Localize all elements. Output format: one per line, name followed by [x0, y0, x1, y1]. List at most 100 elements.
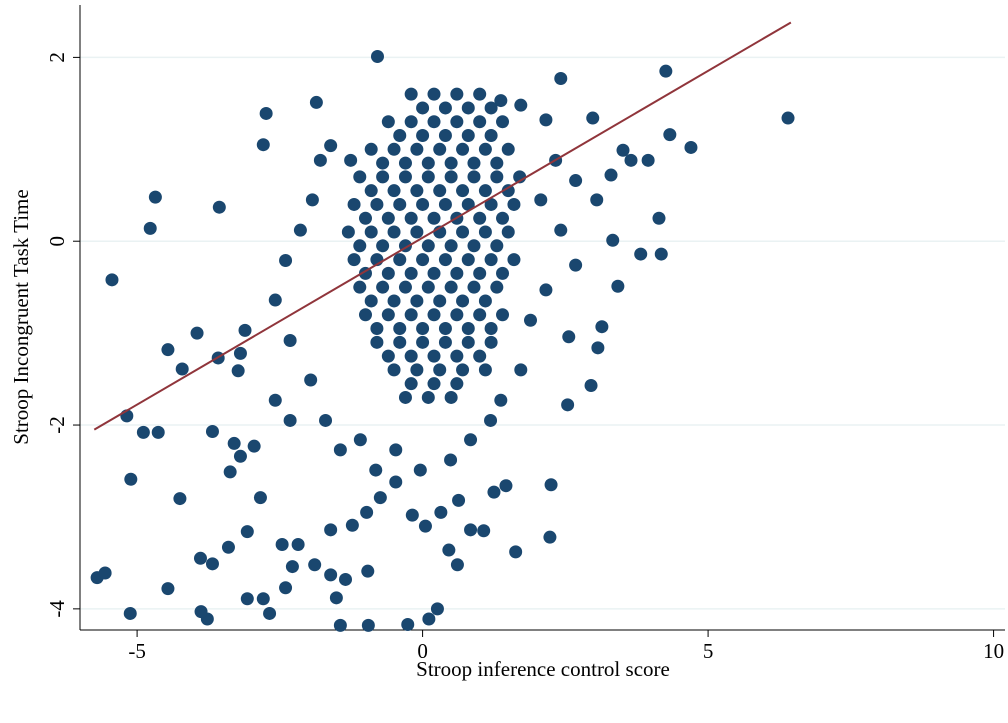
point	[539, 283, 553, 297]
point	[484, 322, 498, 336]
point	[461, 101, 475, 115]
point	[313, 153, 327, 167]
point	[376, 239, 390, 253]
point	[404, 308, 418, 322]
point	[561, 398, 575, 412]
point	[339, 572, 353, 586]
point	[291, 538, 305, 552]
point	[569, 174, 583, 188]
point	[376, 170, 390, 184]
point	[562, 330, 576, 344]
y-tick-label: -2	[45, 416, 69, 434]
point	[240, 592, 254, 606]
y-tick-label: 2	[45, 52, 69, 63]
point	[393, 197, 407, 211]
point	[247, 439, 261, 453]
point	[484, 335, 498, 349]
point	[496, 308, 510, 322]
point	[124, 472, 138, 486]
point	[98, 566, 112, 580]
point	[364, 294, 378, 308]
point	[205, 424, 219, 438]
point	[450, 308, 464, 322]
point	[283, 333, 297, 347]
point	[404, 211, 418, 225]
point	[606, 233, 620, 247]
point	[256, 138, 270, 152]
point	[450, 377, 464, 391]
point	[444, 280, 458, 294]
point	[136, 425, 150, 439]
point	[105, 273, 119, 287]
point	[684, 140, 698, 154]
point	[484, 101, 498, 115]
point	[393, 335, 407, 349]
point	[604, 168, 618, 182]
point	[405, 508, 419, 522]
point	[539, 113, 553, 127]
point	[496, 115, 510, 129]
point	[268, 393, 282, 407]
point	[438, 101, 452, 115]
point	[554, 72, 568, 86]
point	[370, 335, 384, 349]
point	[456, 142, 470, 156]
point	[333, 443, 347, 457]
point	[381, 349, 395, 363]
point	[616, 143, 630, 157]
point	[404, 87, 418, 101]
point	[473, 308, 487, 322]
point	[148, 190, 162, 204]
point	[233, 346, 247, 360]
point	[190, 326, 204, 340]
point	[416, 101, 430, 115]
point	[663, 128, 677, 142]
point	[223, 465, 237, 479]
point	[347, 253, 361, 267]
point	[444, 390, 458, 404]
point	[344, 153, 358, 167]
point	[473, 349, 487, 363]
point	[611, 279, 625, 293]
point	[393, 253, 407, 267]
point	[494, 94, 508, 108]
point	[652, 211, 666, 225]
point	[421, 170, 435, 184]
point	[484, 129, 498, 143]
point	[464, 433, 478, 447]
point	[193, 551, 207, 565]
point	[347, 197, 361, 211]
point	[421, 280, 435, 294]
point	[416, 322, 430, 336]
point	[484, 197, 498, 211]
point	[490, 156, 504, 170]
point	[433, 142, 447, 156]
point	[329, 591, 343, 605]
point	[387, 363, 401, 377]
point	[221, 540, 235, 554]
point	[461, 253, 475, 267]
point	[238, 323, 252, 337]
point	[473, 211, 487, 225]
point	[624, 153, 638, 167]
point	[461, 129, 475, 143]
point	[387, 225, 401, 239]
point	[478, 225, 492, 239]
point	[161, 343, 175, 357]
point	[421, 390, 435, 404]
point	[345, 518, 359, 532]
point	[461, 197, 475, 211]
point	[421, 156, 435, 170]
point	[279, 254, 293, 268]
point	[554, 223, 568, 237]
point	[381, 115, 395, 129]
point	[324, 523, 338, 537]
point	[305, 193, 319, 207]
point	[456, 225, 470, 239]
y-axis-title: Stroop Incongruent Task Time	[9, 189, 33, 444]
point	[319, 413, 333, 427]
point	[370, 197, 384, 211]
point	[467, 239, 481, 253]
point	[514, 98, 528, 112]
